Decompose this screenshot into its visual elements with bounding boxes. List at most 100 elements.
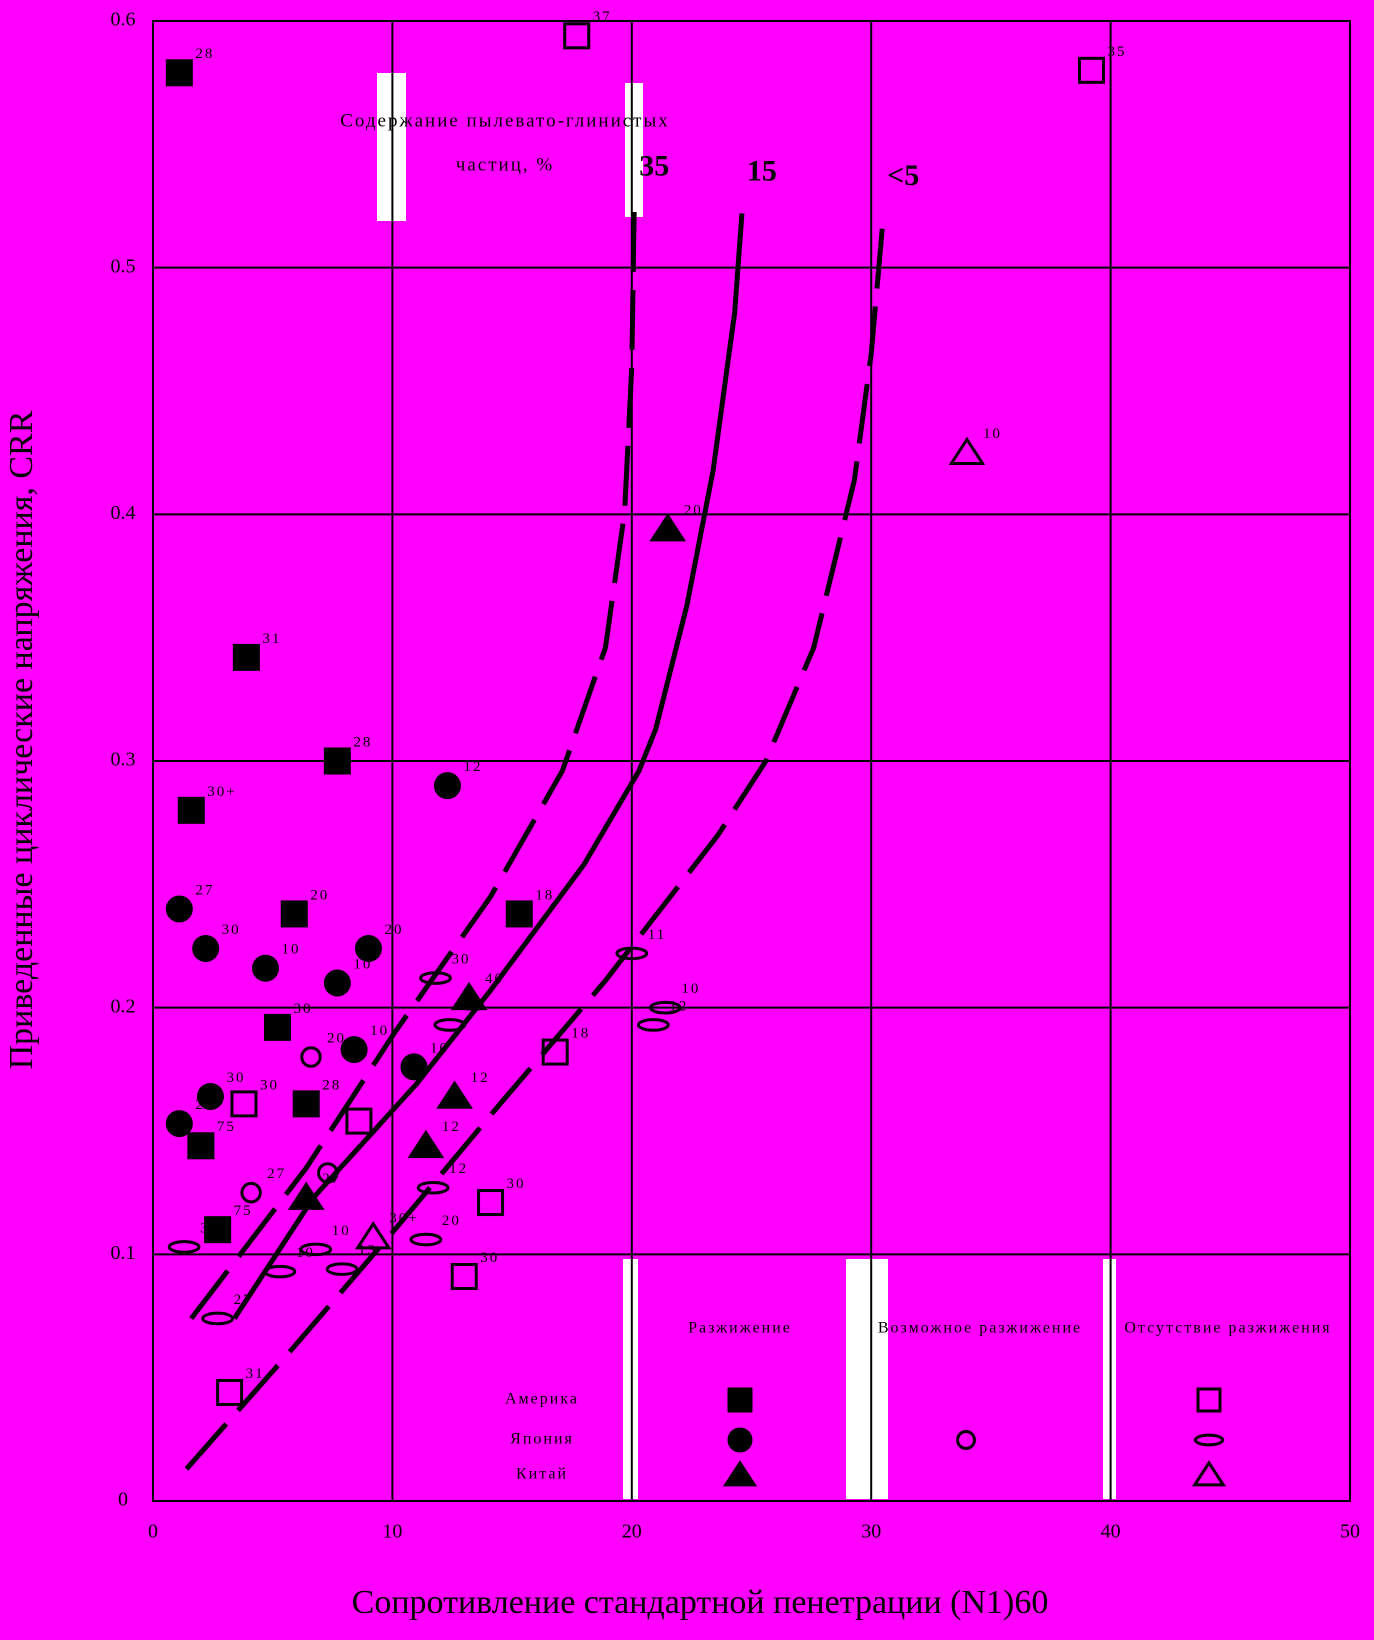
x-tick-label: 10 (382, 1521, 402, 1543)
marker-circle (240, 1181, 262, 1204)
marker-ellipse (416, 1180, 450, 1195)
point-label: 27 (234, 1292, 253, 1308)
marker-square (1077, 56, 1105, 84)
x-tick-label: 20 (622, 1521, 642, 1543)
x-tick-label: 30 (861, 1521, 881, 1543)
point-label: 20 (384, 922, 403, 938)
marker-square (280, 900, 308, 928)
point-label: 31 (262, 631, 281, 647)
marker-circle (340, 1036, 368, 1064)
point-label: 11 (648, 927, 666, 943)
marker-ellipse (433, 1018, 467, 1032)
curve-label: 15 (747, 154, 777, 187)
divider (623, 1259, 638, 1499)
point-label: 22 (195, 1097, 214, 1113)
point-label: 30 (226, 1070, 245, 1086)
marker-triangle (450, 981, 488, 1011)
y-tick-label: 0.6 (111, 9, 136, 31)
point-label: 20 (327, 1030, 346, 1046)
marker-triangle (407, 1129, 445, 1159)
marker-circle (323, 969, 351, 997)
point-label: 27 (267, 1166, 286, 1182)
point-label: 28 (195, 46, 214, 62)
marker-square (263, 1013, 291, 1041)
point-label: 18 (571, 1026, 590, 1042)
marker-triangle (649, 513, 687, 542)
marker-square (450, 1263, 478, 1291)
point-label: 12 (463, 759, 482, 775)
marker-circle (165, 895, 193, 923)
point-label: 10 (370, 1023, 389, 1039)
boundary-curve (189, 208, 637, 1320)
x-tick-label: 0 (148, 1521, 158, 1543)
marker-square (292, 1090, 320, 1118)
y-axis-label: Приведенные циклические напряжения, CRR (3, 410, 40, 1069)
marker-ellipse (409, 1232, 443, 1247)
marker-ellipse (1193, 1433, 1225, 1447)
marker-square (1196, 1387, 1222, 1413)
annotation: частиц, % (456, 154, 554, 175)
marker-square (165, 59, 193, 87)
point-label: 20 (442, 1213, 461, 1229)
point-label: 30 (451, 952, 470, 968)
point-label: 30 (507, 1176, 526, 1192)
point-label: 20 (310, 887, 329, 903)
point-label: 30+ (207, 784, 236, 800)
curve-label: 35 (639, 149, 669, 182)
marker-circle (192, 934, 220, 962)
marker-ellipse (263, 1264, 297, 1279)
marker-square (216, 1378, 244, 1406)
marker-square (187, 1132, 215, 1160)
point-label: 75 (234, 1203, 253, 1219)
point-label: 20 (466, 998, 485, 1014)
point-label: 10 (681, 981, 700, 997)
point-label: 31 (246, 1366, 265, 1382)
point-label: 27 (195, 882, 214, 898)
marker-ellipse (419, 971, 452, 985)
divider (1103, 1259, 1116, 1499)
divider (846, 1259, 888, 1499)
point-label: 12 (669, 998, 688, 1014)
plot-frame (152, 20, 1351, 1502)
marker-circle (300, 1046, 322, 1068)
marker-square (563, 22, 591, 50)
marker-circle (196, 1082, 224, 1110)
marker-circle (433, 772, 461, 800)
marker-square (323, 747, 351, 775)
marker-ellipse (615, 946, 649, 961)
marker-triangle (354, 1221, 392, 1250)
x-axis-label: Сопротивление стандартной пенетрации (N1… (352, 1584, 1049, 1621)
x-tick-label: 40 (1101, 1521, 1121, 1543)
point-label: 20 (684, 503, 703, 519)
y-tick-label: 0.3 (111, 749, 136, 771)
x-tick-label: 50 (1340, 1521, 1360, 1543)
marker-triangle (287, 1181, 325, 1210)
point-label: 12 (442, 1119, 461, 1135)
marker-triangle (948, 436, 986, 465)
marker-circle (354, 934, 382, 962)
marker-circle (165, 1110, 193, 1138)
point-label: 30+ (389, 1211, 418, 1227)
marker-square (477, 1189, 505, 1217)
point-label: 28 (353, 734, 372, 750)
marker-square (727, 1387, 753, 1413)
marker-ellipse (201, 1311, 235, 1326)
point-label: 30 (260, 1077, 279, 1093)
marker-square (177, 796, 205, 824)
y-tick-label: 0.5 (111, 255, 136, 277)
marker-square (232, 643, 260, 671)
point-label: 37 (593, 9, 612, 25)
marker-circle (956, 1430, 976, 1450)
marker-square (204, 1216, 232, 1244)
legend-header: Разжижение (688, 1320, 792, 1337)
marker-square (505, 900, 533, 928)
y-tick-label: 0.1 (111, 1242, 136, 1264)
boundary-curve (232, 213, 745, 1320)
point-label: 12 (449, 1161, 468, 1177)
marker-ellipse (648, 1000, 682, 1015)
legend-header: Возможное разжижение (878, 1320, 1082, 1337)
y-tick-label: 0.2 (111, 995, 136, 1017)
marker-square (541, 1038, 569, 1066)
